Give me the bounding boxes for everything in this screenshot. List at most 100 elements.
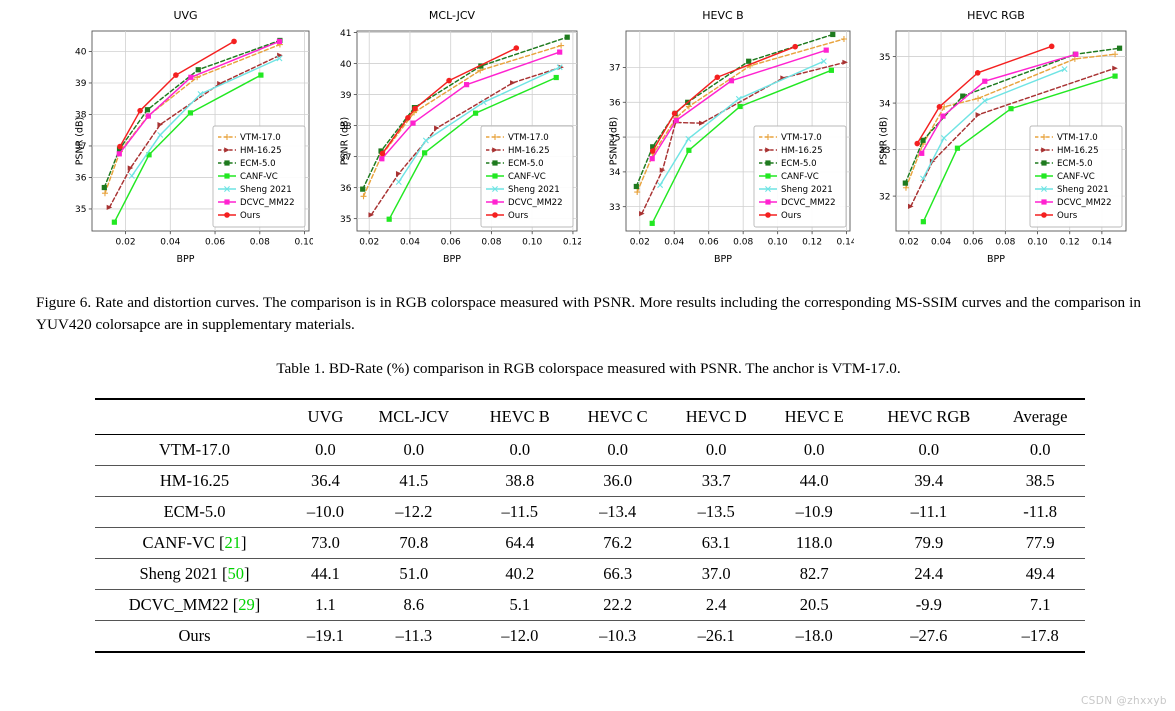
- table-cell: 38.5: [995, 465, 1085, 497]
- series-line-canf-vc: [113, 74, 262, 223]
- y-tick-label: 36: [75, 174, 87, 184]
- legend-label-vtm-17-0: VTM-17.0: [781, 133, 822, 143]
- y-axis-label-hevc-rgb: PSNR (dB): [878, 116, 890, 166]
- data-point-marker: [410, 120, 416, 126]
- data-point-marker: [379, 150, 386, 157]
- data-point-marker: [659, 167, 666, 173]
- x-tick-label: 0.04: [931, 238, 951, 248]
- table-cell: 0.0: [666, 434, 766, 466]
- chart-panel-mcl-jcv: MCL-JCV PSNR (dB) 0.02 0.04 0.06 0.08 0.10 0.…: [323, 8, 581, 276]
- table-cell: 20.5: [765, 589, 863, 621]
- data-point-marker: [828, 67, 834, 73]
- y-tick-label: 34: [609, 168, 621, 178]
- x-tick-label: 0.08: [733, 238, 753, 248]
- series-line-sheng-2021: [131, 57, 281, 177]
- legend-label-vtm-17-0: VTM-17.0: [240, 133, 281, 143]
- legend-label-hm-16-25: HM-16.25: [240, 146, 282, 156]
- data-point-marker: [714, 74, 721, 81]
- data-point-marker: [1112, 51, 1119, 58]
- series-line-canf-vc: [922, 75, 1116, 223]
- data-point-marker: [492, 186, 498, 192]
- table-cell: –18.0: [765, 620, 863, 653]
- data-point-marker: [914, 140, 921, 147]
- legend-label-canf-vc: CANF-VC: [1057, 172, 1095, 182]
- chart-panel-hevc-rgb: HEVC RGB PSNR (dB) 0.02 0.04 0.06 0.08 0.10 0…: [862, 8, 1130, 276]
- legend-label-vtm-17-0: VTM-17.0: [1057, 133, 1098, 143]
- data-point-marker: [920, 219, 926, 225]
- legend-label-dcvc-mm22: DCVC_MM22: [508, 198, 563, 208]
- legend-label-sheng-2021: Sheng 2021: [508, 185, 560, 195]
- x-tick-label: 0.06: [699, 238, 719, 248]
- plot-area-hevc-rgb: PSNR (dB) 0.02 0.04 0.06 0.08 0.10 0.12 0.14 32…: [862, 25, 1130, 257]
- legend-label-hm-16-25: HM-16.25: [781, 146, 823, 156]
- data-point-marker: [1041, 173, 1047, 179]
- data-point-marker: [492, 134, 498, 140]
- table-cell: 51.0: [356, 558, 471, 590]
- legend-label-ours: Ours: [240, 211, 261, 221]
- legend-label-ecm-5-0: ECM-5.0: [508, 159, 544, 169]
- y-tick-label: 37: [609, 64, 620, 74]
- data-point-marker: [737, 103, 743, 110]
- series-line-dcvc-mm22: [651, 49, 827, 160]
- data-point-marker: [422, 137, 429, 144]
- data-point-marker: [463, 82, 470, 88]
- data-point-marker: [823, 47, 829, 53]
- table-row: CANF-VC [21] 73.0 70.8 64.4 76.2 63.1 118.0 79.…: [95, 527, 1085, 559]
- row-label-ecm-5-0: ECM-5.0: [95, 496, 294, 528]
- data-point-marker: [982, 78, 988, 84]
- data-point-marker: [137, 107, 143, 114]
- data-point-marker: [157, 121, 164, 128]
- legend-label-hm-16-25: HM-16.25: [1057, 146, 1099, 156]
- chart-svg-uvg: 0.02 0.04 0.06 0.08 0.10 35 36 37 38 39 40 VTM-17.0…: [75, 30, 313, 248]
- data-point-marker: [735, 95, 742, 102]
- data-point-marker: [765, 212, 771, 218]
- data-point-marker: [195, 67, 201, 73]
- data-point-marker: [639, 211, 645, 217]
- data-point-marker: [1112, 65, 1118, 71]
- table-cell: 77.9: [995, 527, 1085, 559]
- data-point-marker: [492, 160, 498, 166]
- data-point-marker: [1041, 186, 1047, 192]
- y-tick-label: 35: [75, 205, 86, 215]
- chart-title-hevc-b: HEVC B: [702, 9, 744, 22]
- table-cell: –17.8: [995, 620, 1085, 653]
- table-cell: 0.0: [356, 434, 471, 466]
- table-header: UVG MCL-JCV HEVC B HEVC C HEVC D HEVC E HEVC R…: [95, 398, 1085, 435]
- x-tick-label: 0.04: [664, 238, 684, 248]
- table-cell: 64.4: [470, 527, 569, 559]
- table-cell: 37.0: [666, 558, 766, 590]
- data-point-marker: [1116, 45, 1123, 51]
- data-point-marker: [556, 64, 563, 71]
- data-point-marker: [117, 143, 123, 150]
- y-tick-label: 32: [879, 192, 890, 202]
- x-tick-label: 0.08: [481, 238, 501, 248]
- data-point-marker: [1061, 66, 1068, 73]
- y-tick-label: 36: [340, 184, 352, 194]
- legend-label-ours: Ours: [1057, 211, 1078, 221]
- row-label-ours: Ours: [95, 620, 294, 653]
- data-point-marker: [1073, 51, 1079, 57]
- data-point-marker: [101, 190, 108, 197]
- data-point-marker: [1008, 106, 1014, 112]
- data-point-marker: [940, 134, 947, 141]
- series-line-sheng-2021: [659, 60, 825, 186]
- x-tick-label: 0.02: [899, 238, 919, 248]
- legend-label-dcvc-mm22: DCVC_MM22: [1057, 198, 1112, 208]
- legend-label-ours: Ours: [508, 211, 529, 221]
- table-cell: 44.1: [294, 558, 357, 590]
- data-point-marker: [558, 42, 565, 49]
- y-axis-label-mcl-jcv: PSNR (dB): [339, 116, 351, 166]
- table-cell: –27.6: [862, 620, 996, 653]
- data-point-marker: [633, 183, 639, 190]
- data-point-marker: [941, 103, 948, 110]
- data-point-marker: [792, 43, 799, 50]
- data-point-marker: [378, 148, 384, 154]
- data-point-marker: [101, 184, 107, 191]
- table-cell: 0.0: [862, 434, 996, 466]
- series-line-sheng-2021: [922, 68, 1066, 180]
- data-point-marker: [830, 31, 836, 38]
- data-point-marker: [842, 59, 848, 65]
- x-axis-label-hevc-b: BPP: [714, 254, 732, 265]
- table-cell: –13.5: [666, 496, 766, 528]
- table-cell: -11.8: [995, 496, 1085, 528]
